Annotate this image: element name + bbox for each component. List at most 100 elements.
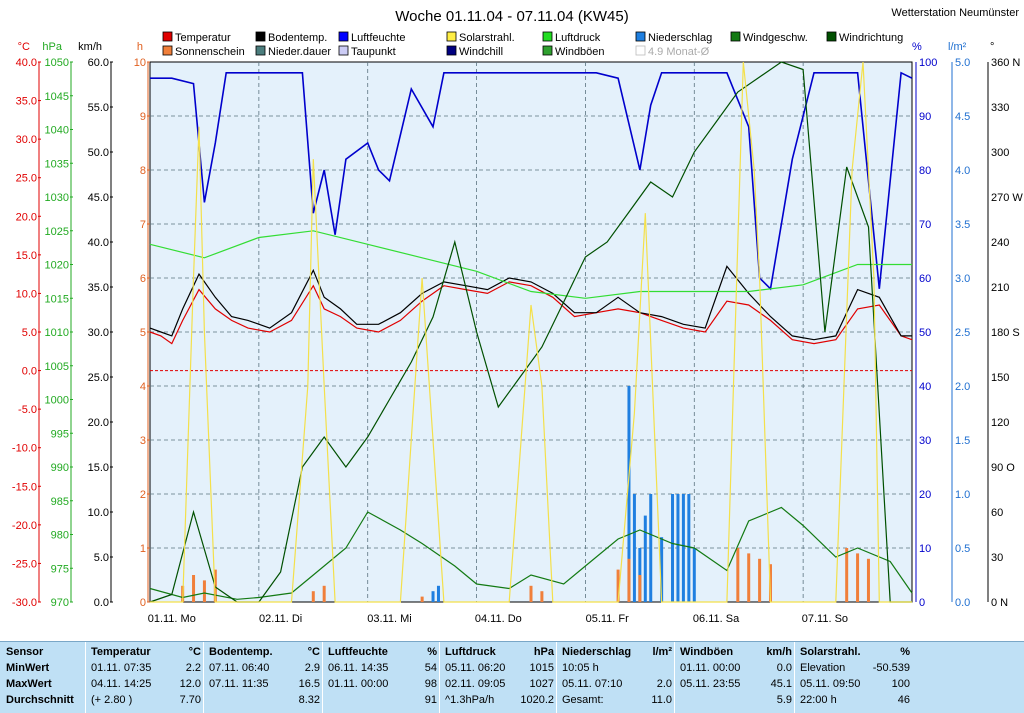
stats-cell: 01.11. 07:35: [91, 662, 152, 674]
stats-value: 45.1: [770, 678, 792, 690]
axis-tick-label: 8: [140, 165, 146, 177]
axis-tick-label: 980: [51, 530, 69, 542]
stats-cell: 01.11. 00:00: [328, 678, 389, 690]
series-line-luftdruck: [149, 230, 912, 299]
axis-tick-label: 40.0: [16, 57, 37, 69]
axis-unit: l/m²: [948, 41, 967, 53]
stats-value: 2.2: [185, 662, 201, 674]
legend-label: Luftdruck: [555, 32, 601, 44]
bar-sonnenschein: [540, 591, 544, 602]
stats-cell: ^1.3hPa/h: [445, 694, 495, 706]
stats-header: Bodentemp.: [209, 646, 273, 658]
axis-tick-label: 0.5: [955, 543, 970, 555]
stats-cell: (+ 2.80 ): [91, 694, 133, 706]
axis-tick-label: 1.0: [955, 489, 970, 501]
stats-table: Solarstrahl.% Elevation -50.539 05.11. 09:5…: [798, 644, 912, 708]
stats-unit: l/m²: [652, 646, 672, 658]
axis-tick-label: 10.0: [88, 507, 109, 519]
axis-tick-label: 1045: [45, 91, 69, 103]
stats-unit: km/h: [766, 646, 792, 658]
axis-tick-label: 970: [51, 597, 69, 609]
axis-unit: hPa: [42, 41, 62, 53]
legend-label: Sonnenschein: [175, 46, 245, 58]
bar-sonnenschein: [192, 575, 196, 602]
bar-sonnenschein: [202, 580, 206, 602]
axis-tick-label: 35.0: [16, 96, 37, 108]
legend-label: Temperatur: [175, 32, 231, 44]
right-axes: %1009080706050403020100l/m²5.04.54.03.53…: [912, 41, 1023, 609]
stats-unit: hPa: [533, 646, 554, 658]
stats-value: [645, 660, 674, 676]
bar-niederschlag: [627, 386, 631, 602]
stats-value: 12.0: [179, 678, 201, 690]
axis-tick-label: -5.0: [18, 404, 37, 416]
axis-tick-label: 150: [991, 372, 1009, 384]
axis-tick-label: 985: [51, 496, 69, 508]
stats-column: Windböen km/h 01.11. 00:00 0.0 05.11. 23:55 4…: [678, 644, 794, 708]
bar-niederschlag: [436, 585, 440, 602]
statistics-panel: Sensor MinWert MaxWert Durchschnitt Temperat…: [0, 641, 1024, 713]
stats-table: Windböen km/h 01.11. 00:00 0.0 05.11. 23:55 4…: [678, 644, 794, 708]
stats-cell: MinWert: [6, 662, 50, 674]
stats-table: Sensor MinWert MaxWert Durchschnitt: [4, 644, 84, 708]
axis-unit: °: [990, 41, 994, 53]
axis-tick-label: 60: [991, 507, 1003, 519]
axis-tick-label: 210: [991, 282, 1009, 294]
stats-cell: 06.11. 14:35: [328, 662, 389, 674]
axis-tick-label: 100: [919, 57, 937, 69]
legend-swatch: [826, 31, 837, 42]
axis-tick-label: 60: [919, 273, 931, 285]
stats-table: Luftfeuchte% 06.11. 14:35 54 01.11. 00:00 98…: [326, 644, 439, 708]
axis-tick-label: 1030: [45, 192, 69, 204]
axis-tick-label: 2: [140, 489, 146, 501]
stats-unit: %: [900, 646, 910, 658]
legend-swatch: [162, 45, 173, 56]
axis-unit: %: [912, 41, 922, 53]
stats-cell: 22:00 h: [800, 694, 837, 706]
stats-column: Bodentemp. °C 07.11. 06:40 2.9 07.11. 11:35 1…: [207, 644, 322, 708]
stats-value: 91: [424, 694, 437, 706]
stats-header: Niederschlag: [562, 646, 632, 658]
axis-tick-label: 1040: [45, 125, 69, 137]
bar-sonnenschein: [420, 596, 424, 602]
axis-tick-label: 5: [140, 327, 146, 339]
stats-column: Luftdruck hPa 05.11. 06:20 1015 02.11. 09:05…: [443, 644, 556, 708]
stats-cell: 07.11. 06:40: [209, 662, 270, 674]
stats-unit: [80, 644, 84, 660]
bar-sonnenschein: [638, 575, 642, 602]
axis-tick-label: 35.0: [88, 282, 109, 294]
stats-unit: %: [427, 646, 437, 658]
legend-swatch: [730, 31, 741, 42]
stats-value: 0.0: [776, 662, 792, 674]
bar-niederschlag: [681, 494, 685, 602]
legend-swatch: [255, 31, 266, 42]
bar-sonnenschein: [311, 591, 315, 602]
stats-cell: MaxWert: [6, 678, 52, 690]
axis-tick-label: 330: [991, 102, 1009, 114]
series-line-windrichtung: [149, 61, 912, 603]
axis-tick-label: 80: [919, 165, 931, 177]
axis-tick-label: -10.0: [12, 443, 37, 455]
axis-tick-label: 3.5: [955, 219, 970, 231]
axis-tick-label: 7: [140, 219, 146, 231]
stats-value: [80, 660, 84, 676]
axis-tick-label: 1010: [45, 327, 69, 339]
stats-cell: 10:05 h: [562, 662, 599, 674]
stats-column: Temperatur °C 01.11. 07:35 2.2 04.11. 14:25 1…: [89, 644, 203, 708]
axis-unit: °C: [18, 41, 30, 53]
stats-value: 11.0: [651, 694, 672, 706]
legend-swatch: [162, 31, 173, 42]
axis-tick-label: 1025: [45, 226, 69, 238]
axis-tick-label: 990: [51, 462, 69, 474]
bar-niederschlag: [687, 494, 691, 602]
legend-label: Solarstrahl.: [459, 32, 515, 44]
axis-tick-label: 90: [919, 111, 931, 123]
x-tick-label: 01.11. Mo: [148, 613, 196, 625]
left-axes: °C40.035.030.025.020.015.010.05.00.0-5.0…: [12, 41, 150, 609]
axis-tick-label: 9: [140, 111, 146, 123]
axis-tick-label: 1015: [45, 293, 69, 305]
bar-sonnenschein: [616, 569, 620, 602]
stats-header: Luftfeuchte: [328, 646, 388, 658]
bar-niederschlag: [643, 515, 647, 602]
stats-separator: [439, 642, 440, 713]
